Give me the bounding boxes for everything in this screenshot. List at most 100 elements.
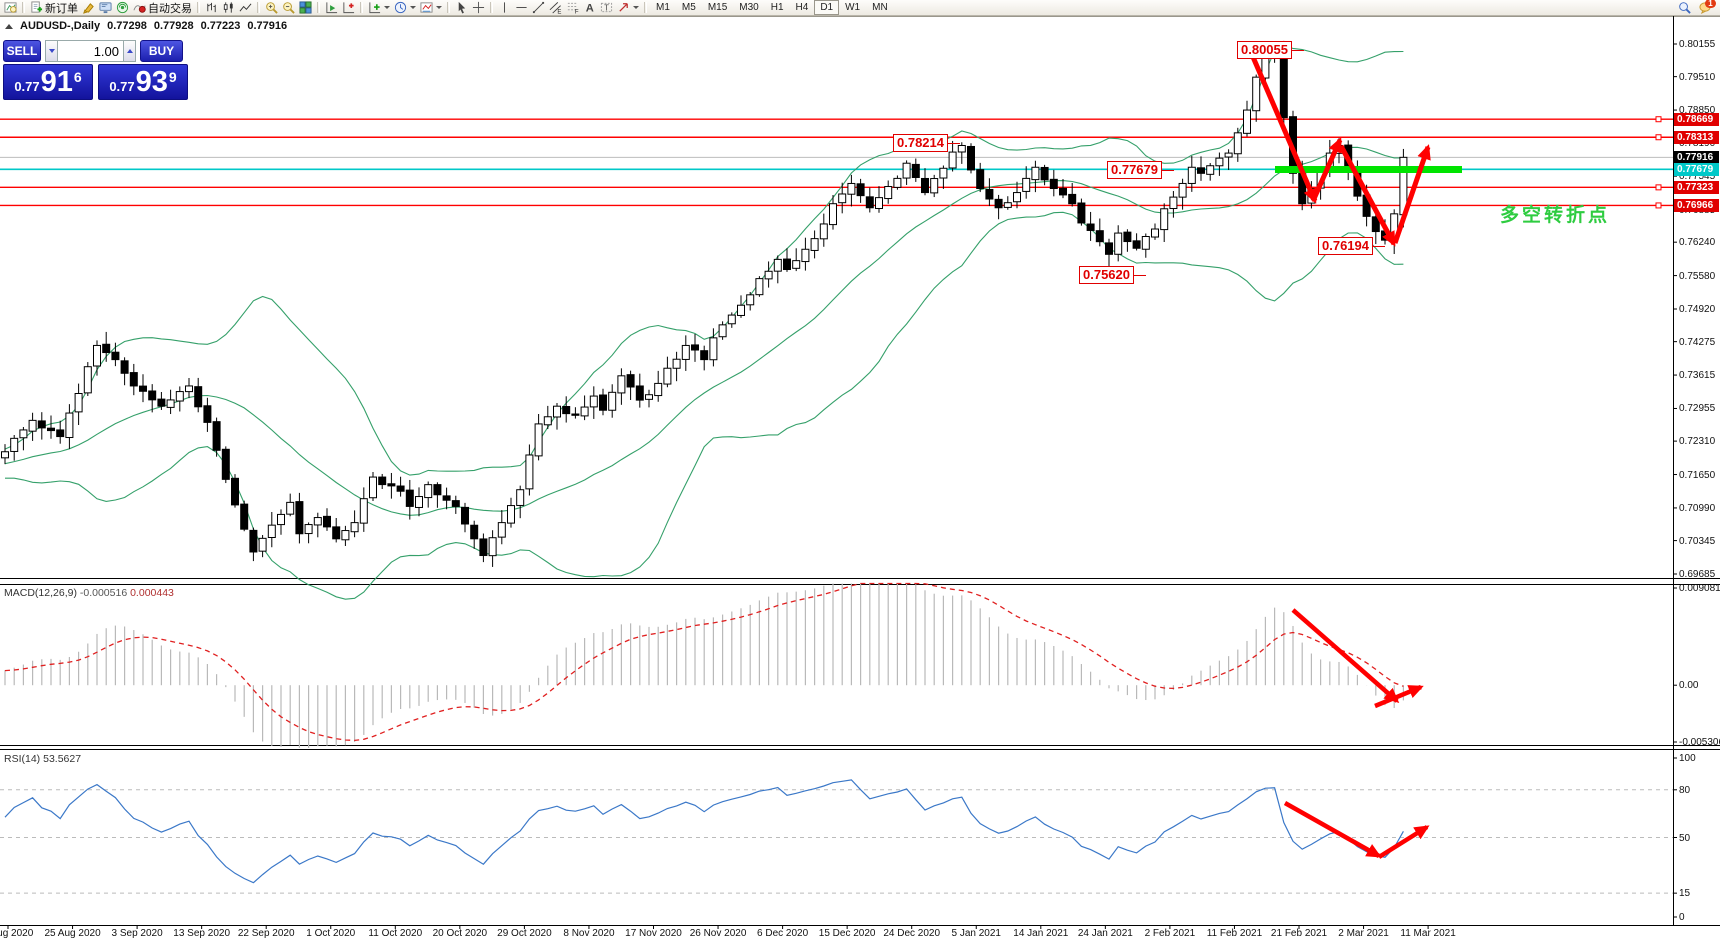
sell-price-button[interactable]: 0.77 91 6: [3, 64, 93, 100]
macd-signal-value: 0.000443: [130, 587, 174, 599]
arrows-button[interactable]: [615, 0, 641, 15]
date-axis-tick: 25 Aug 2020: [44, 928, 101, 939]
timeframe-h4-button[interactable]: H4: [795, 2, 809, 13]
date-axis-tick: 26 Nov 2020: [689, 928, 747, 939]
notifications-button[interactable]: 1: [1697, 0, 1716, 15]
price-callout[interactable]: 0.77679: [1107, 161, 1174, 179]
price-callout[interactable]: 0.78214: [893, 134, 960, 152]
sell-button[interactable]: SELL: [3, 40, 41, 62]
chart-note-text[interactable]: 多空转折点: [1500, 205, 1611, 226]
price-trend-arrows[interactable]: [1250, 56, 1431, 247]
timeframe-m5-button[interactable]: M5: [681, 2, 696, 13]
macd-trend-arrow[interactable]: [1291, 608, 1424, 709]
new-order-button[interactable]: 新订单: [28, 0, 80, 15]
text-button[interactable]: A: [581, 0, 598, 15]
horizontal-line-button[interactable]: [513, 0, 530, 15]
sell-price-big: 91: [40, 66, 73, 98]
vertical-line-button[interactable]: [496, 0, 513, 15]
price-callout[interactable]: 0.80055: [1237, 41, 1304, 59]
search-button[interactable]: [1676, 0, 1693, 15]
trendline-button[interactable]: [530, 0, 547, 15]
toolbar-separator: [447, 2, 450, 13]
price-axis-tick: 0.79510: [1679, 71, 1716, 83]
timeframe-d1-button[interactable]: D1: [814, 0, 840, 15]
date-axis-tick: 24 Dec 2020: [883, 928, 941, 939]
sell-price-prefix: 0.77: [14, 79, 40, 94]
styler-button[interactable]: [80, 0, 97, 15]
auto-scroll-button[interactable]: [323, 0, 340, 15]
volume-decrease-button[interactable]: [45, 40, 58, 62]
date-axis-tick: 5 Jan 2021: [951, 928, 1002, 939]
timeframe-m15-button[interactable]: M15: [707, 2, 728, 13]
dropdown-caret-icon[interactable]: [384, 6, 390, 9]
one-click-expander-icon[interactable]: [5, 23, 13, 29]
crosshair-button[interactable]: [470, 0, 487, 15]
line-chart-button[interactable]: [237, 0, 254, 15]
dropdown-caret-icon[interactable]: [633, 6, 639, 9]
indicators-button[interactable]: [366, 0, 392, 15]
candle-chart-button[interactable]: [220, 0, 237, 15]
cursor-button[interactable]: [453, 0, 470, 15]
line-handle[interactable]: [1655, 116, 1662, 123]
timeframe-m30-button[interactable]: M30: [739, 2, 759, 13]
chart-shift-icon: [343, 2, 355, 14]
horizontal-line-icon: [516, 7, 527, 8]
search-icon: [1679, 2, 1691, 14]
price-axis-tick: 0.78190: [1679, 138, 1716, 150]
new-chart-button[interactable]: [2, 0, 19, 15]
rsi-name: RSI(14): [4, 753, 41, 765]
price-tag-red: 0.76966: [1674, 198, 1719, 212]
autotrading-button[interactable]: 自动交易: [131, 0, 194, 15]
volume-input[interactable]: 1.00: [58, 40, 123, 62]
toolbar-separator: [22, 2, 25, 13]
bar-chart-button[interactable]: [203, 0, 220, 15]
line-chart-icon: [239, 3, 252, 12]
text-label-button[interactable]: T: [598, 0, 615, 15]
equidistant-channel-icon: E: [549, 2, 561, 14]
indicators-icon: [369, 2, 381, 14]
line-handle[interactable]: [1655, 134, 1662, 141]
line-handle[interactable]: [1655, 202, 1662, 209]
terminal-button[interactable]: [97, 0, 114, 15]
periods-button[interactable]: [392, 0, 418, 15]
tile-windows-icon: [299, 1, 312, 14]
quote-high: 0.77928: [153, 20, 194, 32]
dropdown-caret-icon[interactable]: [410, 6, 416, 9]
date-axis-tick: 11 Mar 2021: [1400, 928, 1456, 939]
date-axis-tick: 29 Oct 2020: [497, 928, 552, 939]
green-level-bar[interactable]: [1275, 166, 1462, 173]
zoom-in-button[interactable]: [263, 0, 280, 15]
symbol-period-label: AUDUSD-,Daily: [20, 20, 101, 32]
rsi-trend-arrow[interactable]: [1283, 801, 1430, 859]
timeframe-mn-button[interactable]: MN: [872, 2, 888, 13]
dropdown-caret-icon[interactable]: [436, 6, 442, 9]
fibonacci-button[interactable]: F: [564, 0, 581, 15]
quote-low: 0.77223: [200, 20, 241, 32]
date-axis-tick: 11 Feb 2021: [1206, 928, 1263, 939]
toolbar-separator: [360, 2, 363, 13]
sell-price-pip: 6: [73, 69, 82, 85]
tile-windows-button[interactable]: [297, 0, 314, 15]
zoom-in-icon: [266, 2, 278, 14]
new-order-icon: [31, 1, 43, 13]
price-axis-tick: 0.74275: [1679, 336, 1716, 348]
templates-button[interactable]: [418, 0, 444, 15]
timeframe-w1-button[interactable]: W1: [845, 2, 861, 13]
equidistant-channel-button[interactable]: E: [547, 0, 564, 15]
trendline-icon: [532, 1, 545, 14]
timeframe-m1-button[interactable]: M1: [656, 2, 670, 13]
line-handle[interactable]: [1655, 184, 1662, 191]
timeframe-h1-button[interactable]: H1: [770, 2, 784, 13]
volume-increase-button[interactable]: [123, 40, 136, 62]
price-axis-tick: 0.70990: [1679, 502, 1716, 514]
buy-price-button[interactable]: 0.77 93 9: [98, 64, 188, 100]
signals-button[interactable]: [114, 0, 131, 15]
price-callout[interactable]: 0.76194: [1318, 237, 1385, 255]
autotrading-icon: [133, 5, 146, 13]
price-axis-tick: 0.73615: [1679, 370, 1716, 382]
zoom-out-button[interactable]: [280, 0, 297, 15]
buy-button[interactable]: BUY: [140, 40, 183, 62]
price-callout[interactable]: 0.75620: [1079, 266, 1146, 284]
chart-shift-button[interactable]: [340, 0, 357, 15]
